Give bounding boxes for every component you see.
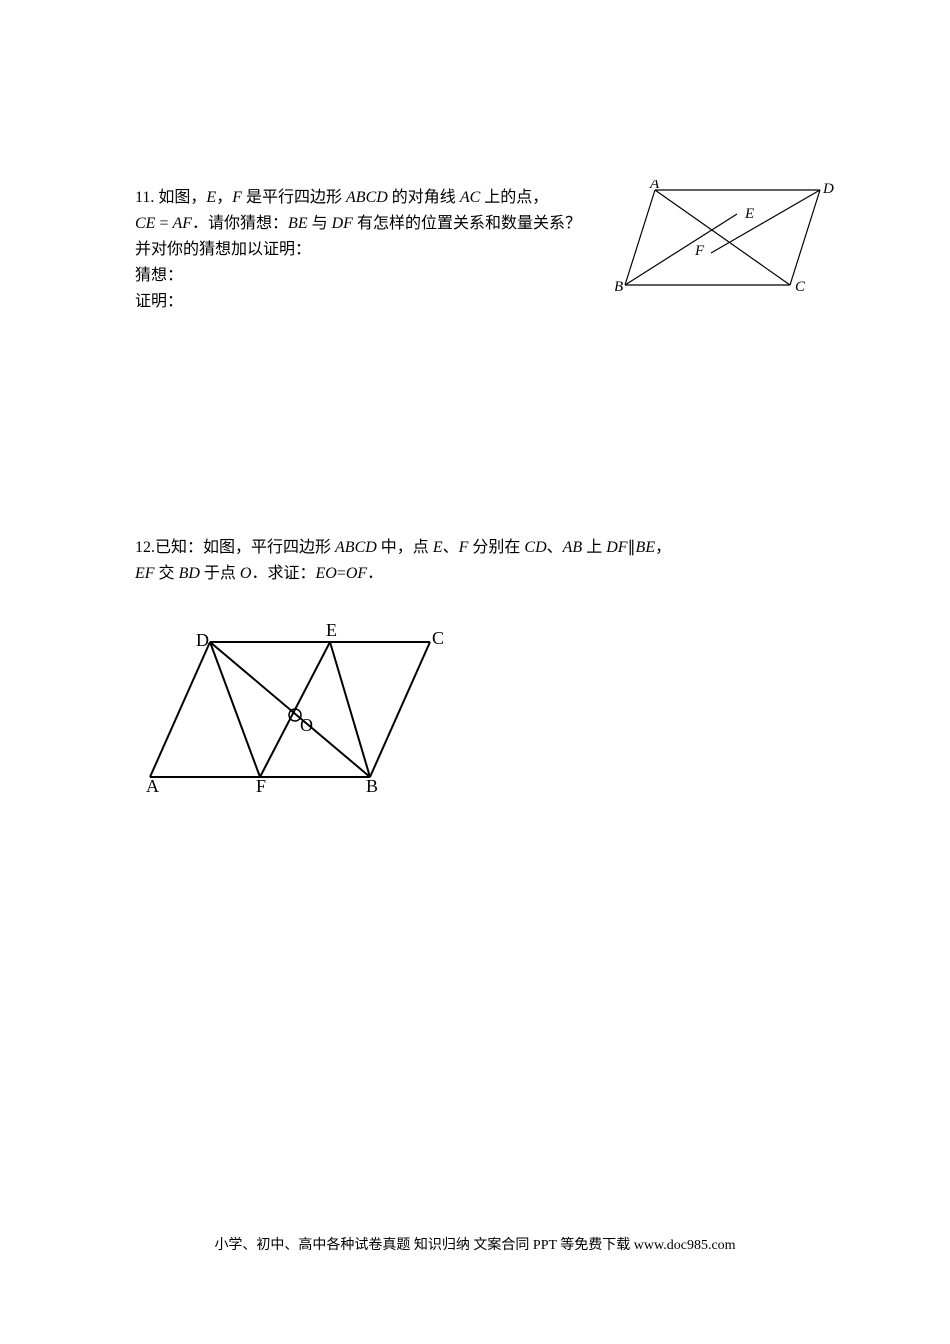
figure-12: A B C D E F O	[140, 617, 450, 792]
var-BE: BE	[636, 539, 656, 556]
problem-12-line2: EF 交 BD 于点 O．求证：EO=OF．	[135, 561, 815, 587]
var-CD: CD	[524, 539, 546, 556]
page-footer: 小学、初中、高中各种试卷真题 知识归纳 文案合同 PPT 等免费下载 www.d…	[0, 1234, 950, 1254]
text: 、	[443, 539, 459, 556]
svg-text:D: D	[822, 181, 834, 197]
var-EF: EF	[135, 565, 155, 582]
text: 的对角线	[388, 189, 460, 206]
var-F: F	[232, 189, 242, 206]
problem-11-text: 11. 如图，E，F 是平行四边形 ABCD 的对角线 AC 上的点， CE =…	[135, 185, 595, 315]
svg-text:E: E	[744, 206, 754, 222]
var-ABCD: ABCD	[335, 539, 377, 556]
problem-11-line1: 11. 如图，E，F 是平行四边形 ABCD 的对角线 AC 上的点，	[135, 185, 595, 211]
svg-text:E: E	[326, 620, 337, 640]
var-E: E	[433, 539, 443, 556]
svg-text:A: A	[146, 776, 159, 792]
svg-text:O: O	[300, 715, 313, 735]
text: 于点	[200, 565, 240, 582]
svg-text:B: B	[615, 279, 623, 295]
var-BD: BD	[179, 565, 200, 582]
var-AC: AC	[460, 189, 480, 206]
var-AB: AB	[563, 539, 583, 556]
problem-11-line2: CE = AF．请你猜想：BE 与 DF 有怎样的位置关系和数量关系？	[135, 211, 595, 237]
text: =	[337, 565, 346, 582]
page-content: 11. 如图，E，F 是平行四边形 ABCD 的对角线 AC 上的点， CE =…	[0, 0, 950, 801]
text: ．求证：	[251, 565, 315, 582]
var-EO: EO	[315, 565, 336, 582]
svg-text:A: A	[649, 180, 660, 192]
text: ．请你猜想：	[192, 215, 288, 232]
svg-text:F: F	[694, 243, 705, 259]
text: =	[155, 215, 172, 232]
text: ，	[216, 189, 232, 206]
figure-11: A D B C E F	[615, 180, 835, 300]
text: 中，点	[377, 539, 433, 556]
problem-12: 12.已知：如图，平行四边形 ABCD 中，点 E、F 分别在 CD、AB 上 …	[135, 535, 815, 801]
problem-12-line1: 12.已知：如图，平行四边形 ABCD 中，点 E、F 分别在 CD、AB 上 …	[135, 535, 815, 561]
text: 上的点，	[480, 189, 548, 206]
text: 交	[155, 565, 179, 582]
svg-text:F: F	[256, 776, 266, 792]
var-OF: OF	[346, 565, 367, 582]
svg-text:C: C	[795, 279, 806, 295]
footer-text: 小学、初中、高中各种试卷真题 知识归纳 文案合同 PPT 等免费下载 www.d…	[214, 1238, 735, 1253]
svg-text:B: B	[366, 776, 378, 792]
text: 、	[547, 539, 563, 556]
svg-text:C: C	[432, 628, 444, 648]
text: ，	[655, 539, 671, 556]
text: 如图，	[158, 189, 206, 206]
var-DF: DF	[332, 215, 353, 232]
var-O: O	[240, 565, 252, 582]
text: ．	[367, 565, 383, 582]
text: 与	[308, 215, 332, 232]
var-F: F	[459, 539, 469, 556]
problem-11-line4: 猜想：	[135, 263, 595, 289]
text: 上	[582, 539, 606, 556]
text: 是平行四边形	[242, 189, 346, 206]
problem-11-line3: 并对你的猜想加以证明：	[135, 237, 595, 263]
var-AF: AF	[172, 215, 192, 232]
problem-11-number: 11.	[135, 189, 158, 206]
var-DF: DF	[606, 539, 627, 556]
svg-text:D: D	[196, 630, 209, 650]
var-E: E	[206, 189, 216, 206]
text: 有怎样的位置关系和数量关系？	[353, 215, 581, 232]
var-CE: CE	[135, 215, 155, 232]
text: ∥	[628, 539, 636, 556]
problem-11: 11. 如图，E，F 是平行四边形 ABCD 的对角线 AC 上的点， CE =…	[135, 185, 815, 315]
problem-12-number: 12.	[135, 539, 155, 556]
text: 已知：如图，平行四边形	[155, 539, 335, 556]
var-ABCD: ABCD	[346, 189, 388, 206]
text: 分别在	[468, 539, 524, 556]
problem-11-line5: 证明：	[135, 289, 595, 315]
var-BE: BE	[288, 215, 308, 232]
